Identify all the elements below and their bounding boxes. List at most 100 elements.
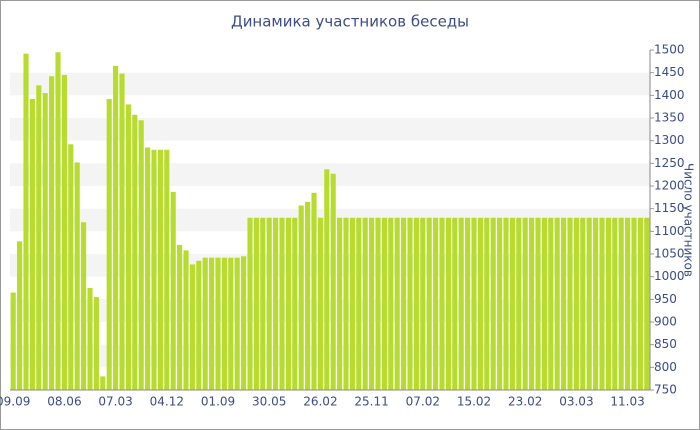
bar <box>285 217 291 390</box>
bar <box>221 257 227 390</box>
bar <box>516 217 522 390</box>
x-tick-label: 08.06 <box>47 395 81 409</box>
bar <box>388 217 394 390</box>
bar <box>119 73 125 390</box>
y-axis-label: Число участников <box>682 163 696 277</box>
bar <box>503 217 509 390</box>
bar <box>413 217 419 390</box>
bar <box>273 217 279 390</box>
bar <box>509 217 515 390</box>
bar <box>497 217 503 390</box>
bar <box>381 217 387 390</box>
x-tick-label: 03.03 <box>559 395 593 409</box>
y-tick-label: 1300 <box>654 133 685 147</box>
bar <box>433 217 439 390</box>
bar <box>477 217 483 390</box>
bar <box>23 53 29 390</box>
bar <box>100 376 106 390</box>
bar <box>586 217 592 390</box>
y-tick-label: 950 <box>654 292 677 306</box>
bar <box>407 217 413 390</box>
bar <box>625 217 631 390</box>
bar <box>317 217 323 390</box>
y-tick-label: 750 <box>654 383 677 397</box>
bar <box>458 217 464 390</box>
bar <box>439 217 445 390</box>
bar <box>10 292 16 390</box>
grid-band <box>10 299 650 322</box>
bar <box>612 217 618 390</box>
bar <box>145 147 151 390</box>
bar <box>394 217 400 390</box>
bar <box>490 217 496 390</box>
bar <box>209 257 215 390</box>
bar <box>157 149 163 390</box>
bar <box>42 93 48 391</box>
x-tick-label: 23.02 <box>508 395 542 409</box>
bar <box>605 217 611 390</box>
bar <box>177 244 183 390</box>
bar <box>183 250 189 390</box>
bar <box>573 217 579 390</box>
bar <box>234 257 240 390</box>
bar <box>298 205 304 390</box>
grid-band <box>10 208 650 232</box>
bar <box>580 217 586 390</box>
grid-band <box>10 344 650 368</box>
y-tick-label: 1500 <box>654 43 685 57</box>
grid-band <box>10 254 650 277</box>
x-tick-label: 11.03 <box>610 395 644 409</box>
bar <box>170 191 176 390</box>
bar <box>567 217 573 390</box>
bar <box>541 217 547 390</box>
grid-band <box>10 72 650 96</box>
bar <box>164 149 170 390</box>
bar <box>241 256 247 390</box>
bar <box>253 217 259 390</box>
bar <box>138 120 144 391</box>
bar <box>637 217 643 390</box>
bar <box>375 217 381 390</box>
y-tick-label: 1150 <box>654 201 685 215</box>
bar <box>330 173 336 390</box>
bar <box>292 217 298 390</box>
bar <box>401 217 407 390</box>
x-tick-label: 26.02 <box>303 395 337 409</box>
bar <box>337 217 343 390</box>
bar <box>471 217 477 390</box>
y-tick-label: 1000 <box>654 269 685 283</box>
bar <box>554 217 560 390</box>
bar <box>535 217 541 390</box>
y-tick-label: 900 <box>654 315 677 329</box>
x-tick-label: 07.02 <box>406 395 440 409</box>
bar <box>343 217 349 390</box>
bar <box>87 288 93 390</box>
y-tick-label: 1350 <box>654 111 685 125</box>
bar <box>426 217 432 390</box>
bar <box>305 201 311 390</box>
bar <box>593 217 599 390</box>
bar <box>445 217 451 390</box>
bar <box>106 98 112 391</box>
y-tick-label: 850 <box>654 337 677 351</box>
bar <box>81 222 87 390</box>
bar <box>17 241 23 390</box>
y-tick-label: 800 <box>654 360 677 374</box>
x-tick-label: 01.09 <box>201 395 235 409</box>
bar <box>228 257 234 390</box>
y-tick-label: 1100 <box>654 224 685 238</box>
bar <box>29 98 35 391</box>
x-tick-label: 30.05 <box>252 395 286 409</box>
bar <box>132 114 138 391</box>
bar <box>324 169 330 390</box>
bar <box>125 104 131 391</box>
bar <box>247 217 253 390</box>
bar <box>369 217 375 390</box>
x-tick-label: 04.12 <box>150 395 184 409</box>
bar <box>49 76 55 390</box>
x-tick-label: 09.09 <box>0 395 30 409</box>
bar <box>349 217 355 390</box>
bar <box>93 297 99 390</box>
bar <box>202 257 208 390</box>
